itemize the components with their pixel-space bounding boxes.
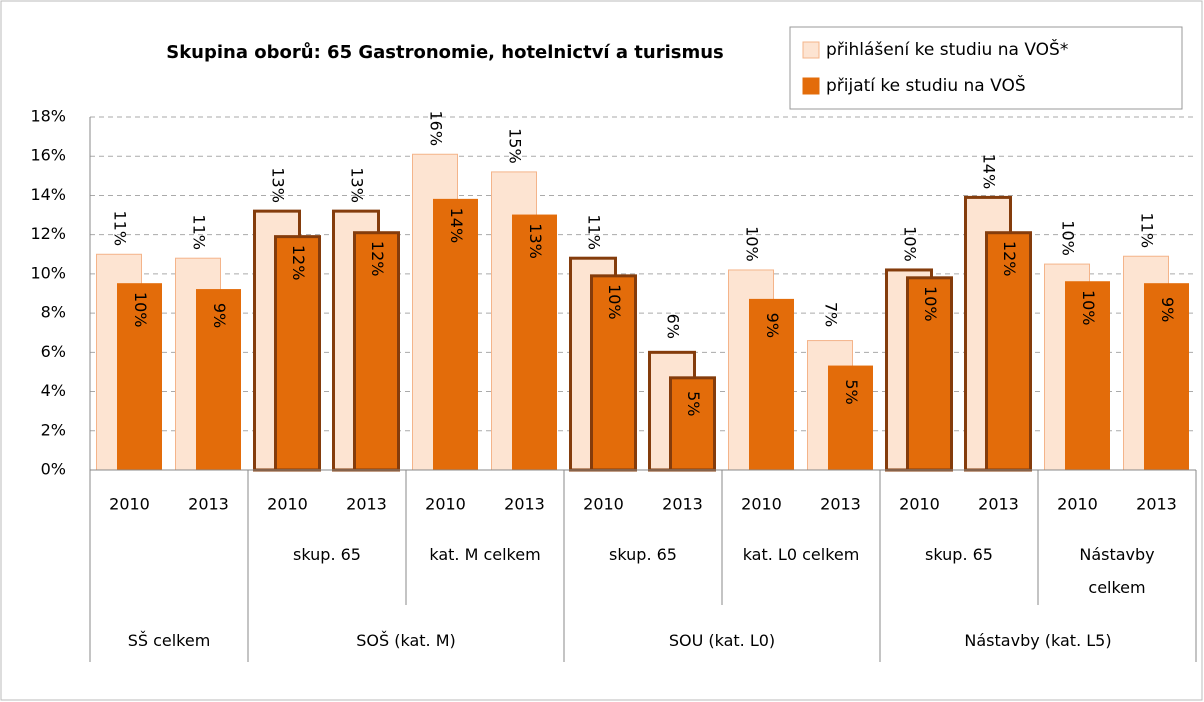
x-tick-label: 2010 xyxy=(109,495,150,514)
subgroup-label-text: skup. 65 xyxy=(609,545,677,564)
value-label: 5% xyxy=(684,391,703,416)
value-label: 12% xyxy=(368,241,387,277)
value-label: 10% xyxy=(921,286,940,322)
legend-label: přihlášení ke studiu na VOŠ* xyxy=(826,38,1068,60)
value-label: 15% xyxy=(506,128,525,164)
x-tick-label: 2010 xyxy=(267,495,308,514)
bar xyxy=(1065,281,1110,471)
value-label: 10% xyxy=(743,226,762,262)
value-label: 10% xyxy=(131,292,150,328)
group-label: Nástavby (kat. L5) xyxy=(964,631,1112,650)
bar xyxy=(433,198,478,471)
x-tick-label: 2013 xyxy=(504,495,545,514)
y-tick-label: 0% xyxy=(41,460,66,479)
x-tick-label: 2013 xyxy=(346,495,387,514)
value-label: 7% xyxy=(822,302,841,327)
value-label: 10% xyxy=(901,226,920,262)
bar xyxy=(512,214,557,471)
x-tick-label: 2010 xyxy=(741,495,782,514)
x-tick-label: 2010 xyxy=(425,495,466,514)
value-label: 11% xyxy=(190,214,209,250)
chart-title: Skupina oborů: 65 Gastronomie, hotelnict… xyxy=(166,41,724,63)
group-label-text: SOU (kat. L0) xyxy=(668,631,776,650)
value-label: 12% xyxy=(289,245,308,281)
subgroup-label-text: Nástavby celkem xyxy=(1079,545,1155,597)
subgroup-label: kat. M celkem xyxy=(429,545,541,564)
y-tick-label: 8% xyxy=(41,303,66,322)
subgroup-label: Nástavby celkem xyxy=(1079,545,1155,597)
value-label: 12% xyxy=(1000,241,1019,277)
group-label: SOŠ (kat. M) xyxy=(356,631,456,650)
legend-label: přijatí ke studiu na VOŠ xyxy=(826,74,1026,96)
value-label: 11% xyxy=(1138,212,1157,248)
x-tick-label: 2010 xyxy=(583,495,624,514)
y-tick-label: 10% xyxy=(30,263,66,282)
x-tick-label: 2013 xyxy=(820,495,861,514)
x-tick-label: 2010 xyxy=(1057,495,1098,514)
subgroup-label-text: skup. 65 xyxy=(925,545,993,564)
y-tick-label: 12% xyxy=(30,224,66,243)
x-tick-label: 2013 xyxy=(188,495,229,514)
group-label: SOU (kat. L0) xyxy=(668,631,776,650)
value-label: 11% xyxy=(585,214,604,250)
y-tick-label: 14% xyxy=(30,185,66,204)
bar xyxy=(749,298,794,471)
bar xyxy=(196,289,241,471)
value-label: 9% xyxy=(210,303,229,328)
bar xyxy=(669,376,716,472)
value-label: 11% xyxy=(111,210,130,246)
subgroup-label: skup. 65 xyxy=(293,545,361,564)
group-label-text: SŠ celkem xyxy=(127,631,211,650)
bar xyxy=(117,283,162,471)
legend-swatch xyxy=(802,77,820,95)
x-tick-label: 2013 xyxy=(662,495,703,514)
value-label: 10% xyxy=(605,284,624,320)
legend-swatch xyxy=(802,41,820,59)
value-label: 6% xyxy=(664,314,683,339)
bar xyxy=(906,276,953,472)
value-label: 9% xyxy=(763,313,782,338)
subgroup-label-text: kat. L0 celkem xyxy=(742,545,860,564)
y-tick-label: 2% xyxy=(41,420,66,439)
subgroup-label: kat. L0 celkem xyxy=(742,545,860,564)
subgroup-label: skup. 65 xyxy=(609,545,677,564)
value-label: 13% xyxy=(269,167,288,203)
subgroup-label: skup. 65 xyxy=(925,545,993,564)
value-label: 9% xyxy=(1158,297,1177,322)
bar xyxy=(1144,283,1189,471)
value-label: 5% xyxy=(842,379,861,404)
group-label: SŠ celkem xyxy=(127,631,211,650)
value-label: 16% xyxy=(427,110,446,146)
bar xyxy=(828,365,873,471)
y-tick-label: 16% xyxy=(30,146,66,165)
group-label-text: SOŠ (kat. M) xyxy=(356,631,456,650)
legend-box xyxy=(789,26,1183,110)
value-label: 14% xyxy=(980,154,999,190)
x-tick-label: 2013 xyxy=(1136,495,1177,514)
y-tick-label: 18% xyxy=(30,107,66,126)
bar xyxy=(353,231,400,472)
x-tick-label: 2010 xyxy=(899,495,940,514)
y-tick-label: 4% xyxy=(41,381,66,400)
value-label: 10% xyxy=(1059,220,1078,256)
value-label: 14% xyxy=(447,208,466,244)
y-tick-label: 6% xyxy=(41,342,66,361)
value-label: 13% xyxy=(526,223,545,259)
value-label: 13% xyxy=(348,167,367,203)
value-label: 10% xyxy=(1079,290,1098,326)
group-label-text: Nástavby (kat. L5) xyxy=(964,631,1112,650)
subgroup-label-text: kat. M celkem xyxy=(429,545,541,564)
subgroup-label-text: skup. 65 xyxy=(293,545,361,564)
x-tick-label: 2013 xyxy=(978,495,1019,514)
